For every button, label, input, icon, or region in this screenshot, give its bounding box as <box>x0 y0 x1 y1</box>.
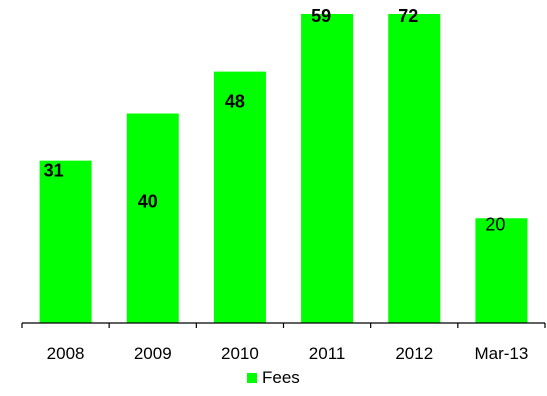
bar-2012 <box>388 14 441 323</box>
bar-2009 <box>126 113 179 323</box>
bars-layer <box>39 14 528 323</box>
bar-2011 <box>301 14 354 323</box>
data-labels: 31 40 48 59 72 20 <box>44 6 506 234</box>
x-tick-label-2011: 2011 <box>309 344 346 363</box>
legend: Fees <box>247 368 300 387</box>
data-label-mar-13: 20 <box>485 214 505 234</box>
data-label-2012: 72 <box>398 6 418 26</box>
data-label-2011: 59 <box>311 6 331 26</box>
data-label-2008: 31 <box>44 161 64 181</box>
data-label-2010: 48 <box>225 92 245 112</box>
x-axis-ticks: 2008 2009 2010 2011 2012 Mar-13 <box>21 323 546 363</box>
x-tick-label-2010: 2010 <box>221 344 259 363</box>
x-tick-label-2012: 2012 <box>395 344 433 363</box>
x-tick-label-2009: 2009 <box>134 344 172 363</box>
x-tick-label-2008: 2008 <box>47 344 85 363</box>
legend-swatch-fees <box>247 373 257 383</box>
legend-label-fees: Fees <box>262 368 300 387</box>
data-label-2009: 40 <box>138 192 158 212</box>
bar-2008 <box>39 160 92 323</box>
bar-mar-13 <box>475 218 528 323</box>
x-tick-label-mar-13: Mar-13 <box>474 344 528 363</box>
bar-2010 <box>213 71 266 323</box>
